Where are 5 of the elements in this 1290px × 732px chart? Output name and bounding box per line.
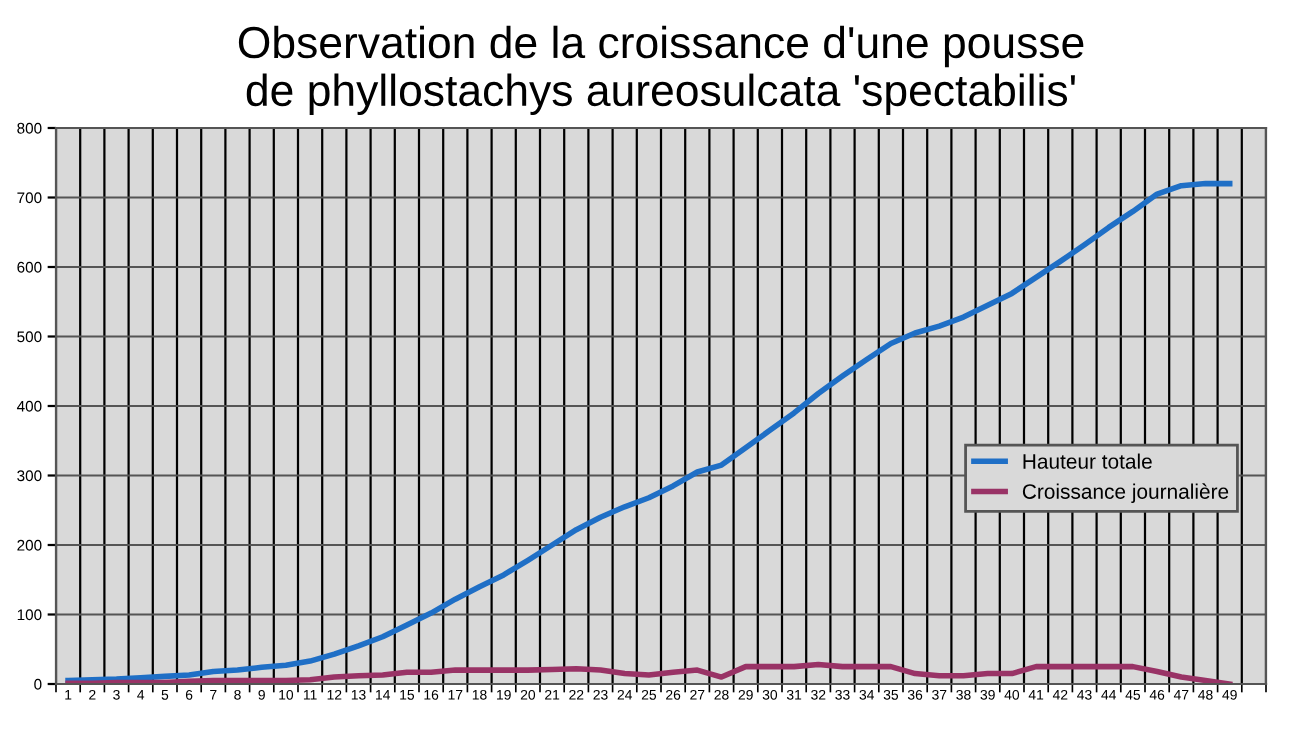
line-series	[65, 661, 1233, 684]
legend-label: Hauteur totale	[1023, 453, 1152, 469]
line-series	[65, 180, 1233, 684]
chart-title: Observation de la croissance d'une pousse de phyllostachys aureosulcata 'spectabilis'	[238, 25, 1084, 115]
legend-label: Croissance journalière	[1022, 483, 1229, 504]
